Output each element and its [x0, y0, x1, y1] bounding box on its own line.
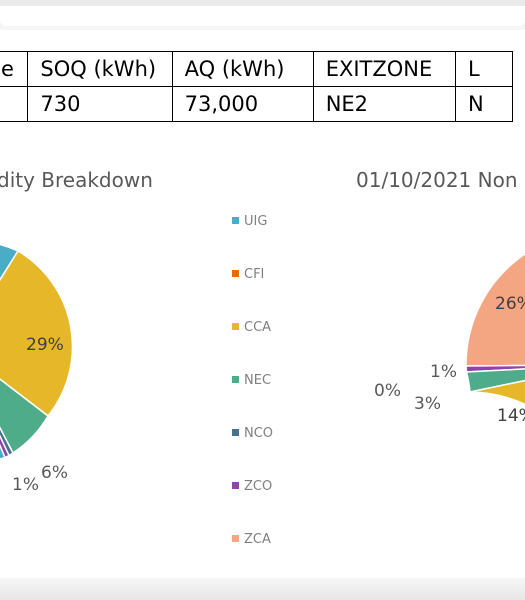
left-pie-label-zco: 1% — [12, 475, 39, 495]
window-bottom-edge — [0, 578, 525, 600]
legend-label: NEC — [244, 373, 272, 388]
legend-item-nco: NCO — [232, 426, 273, 446]
legend-item-zco: ZCO — [232, 479, 272, 499]
table-cell-aq: 73,000 — [171, 86, 314, 122]
left-pie-chart: 29% 1% 6% — [0, 243, 74, 495]
legend-label: UIG — [244, 214, 268, 229]
right-pie-label-nec: 3% — [414, 394, 441, 414]
right-pie-label-zco: 1% — [430, 362, 457, 382]
table-header-row: e SOQ (kWh) AQ (kWh) EXITZONE L — [0, 51, 514, 87]
right-pie-slice-cca — [469, 379, 525, 406]
legend-swatch-uig — [232, 217, 239, 224]
legend-label: NCO — [244, 426, 274, 441]
table-cell — [0, 86, 29, 122]
left-pie-label-cca: 29% — [26, 335, 64, 355]
legend-swatch-cca — [232, 323, 239, 330]
right-pie-label-cca: 14% — [497, 406, 525, 426]
legend-item-cca: CCA — [232, 320, 271, 340]
legend-label: ZCA — [244, 532, 271, 547]
table-header-cell: e — [0, 51, 29, 87]
legend-label: CCA — [244, 320, 272, 335]
table-cell-exitzone: NE2 — [312, 86, 456, 122]
right-pie-chart: 26% 1% 0% 3% 14% — [374, 253, 525, 426]
legend-swatch-cfi — [232, 270, 239, 277]
window-top-edge — [0, 0, 525, 30]
table-header-cell: L — [454, 51, 514, 87]
legend-swatch-zca — [232, 535, 239, 542]
left-pie-slice-cca — [0, 249, 74, 418]
legend-item-uig: UIG — [232, 214, 267, 234]
legend-item-nec: NEC — [232, 373, 271, 393]
right-pie-label-zca: 26% — [495, 294, 525, 314]
right-chart-title: 01/10/2021 Non — [356, 168, 518, 192]
legend-swatch-nec — [232, 376, 239, 383]
left-pie-label-nec: 6% — [41, 463, 68, 483]
left-chart-title: dity Breakdown — [0, 168, 153, 192]
table-row: 730 73,000 NE2 N — [0, 86, 514, 122]
table-cell: N — [454, 86, 514, 122]
table-header-cell: AQ (kWh) — [171, 51, 314, 87]
legend-label: CFI — [244, 267, 265, 282]
left-pie-slice-rest — [0, 443, 7, 460]
table-cell-soq: 730 — [27, 86, 173, 122]
meter-details-table: e SOQ (kWh) AQ (kWh) EXITZONE L 730 73,0… — [0, 51, 514, 122]
right-pie-slice-zca — [465, 253, 525, 367]
legend-label: ZCO — [244, 479, 273, 494]
legend-item-cfi: CFI — [232, 267, 264, 287]
table-header-cell: EXITZONE — [312, 51, 456, 87]
legend-swatch-zco — [232, 482, 239, 489]
table-header-cell: SOQ (kWh) — [27, 51, 173, 87]
legend-item-zca: ZCA — [232, 532, 271, 552]
legend-swatch-nco — [232, 429, 239, 436]
right-pie-label-other: 0% — [374, 381, 401, 401]
